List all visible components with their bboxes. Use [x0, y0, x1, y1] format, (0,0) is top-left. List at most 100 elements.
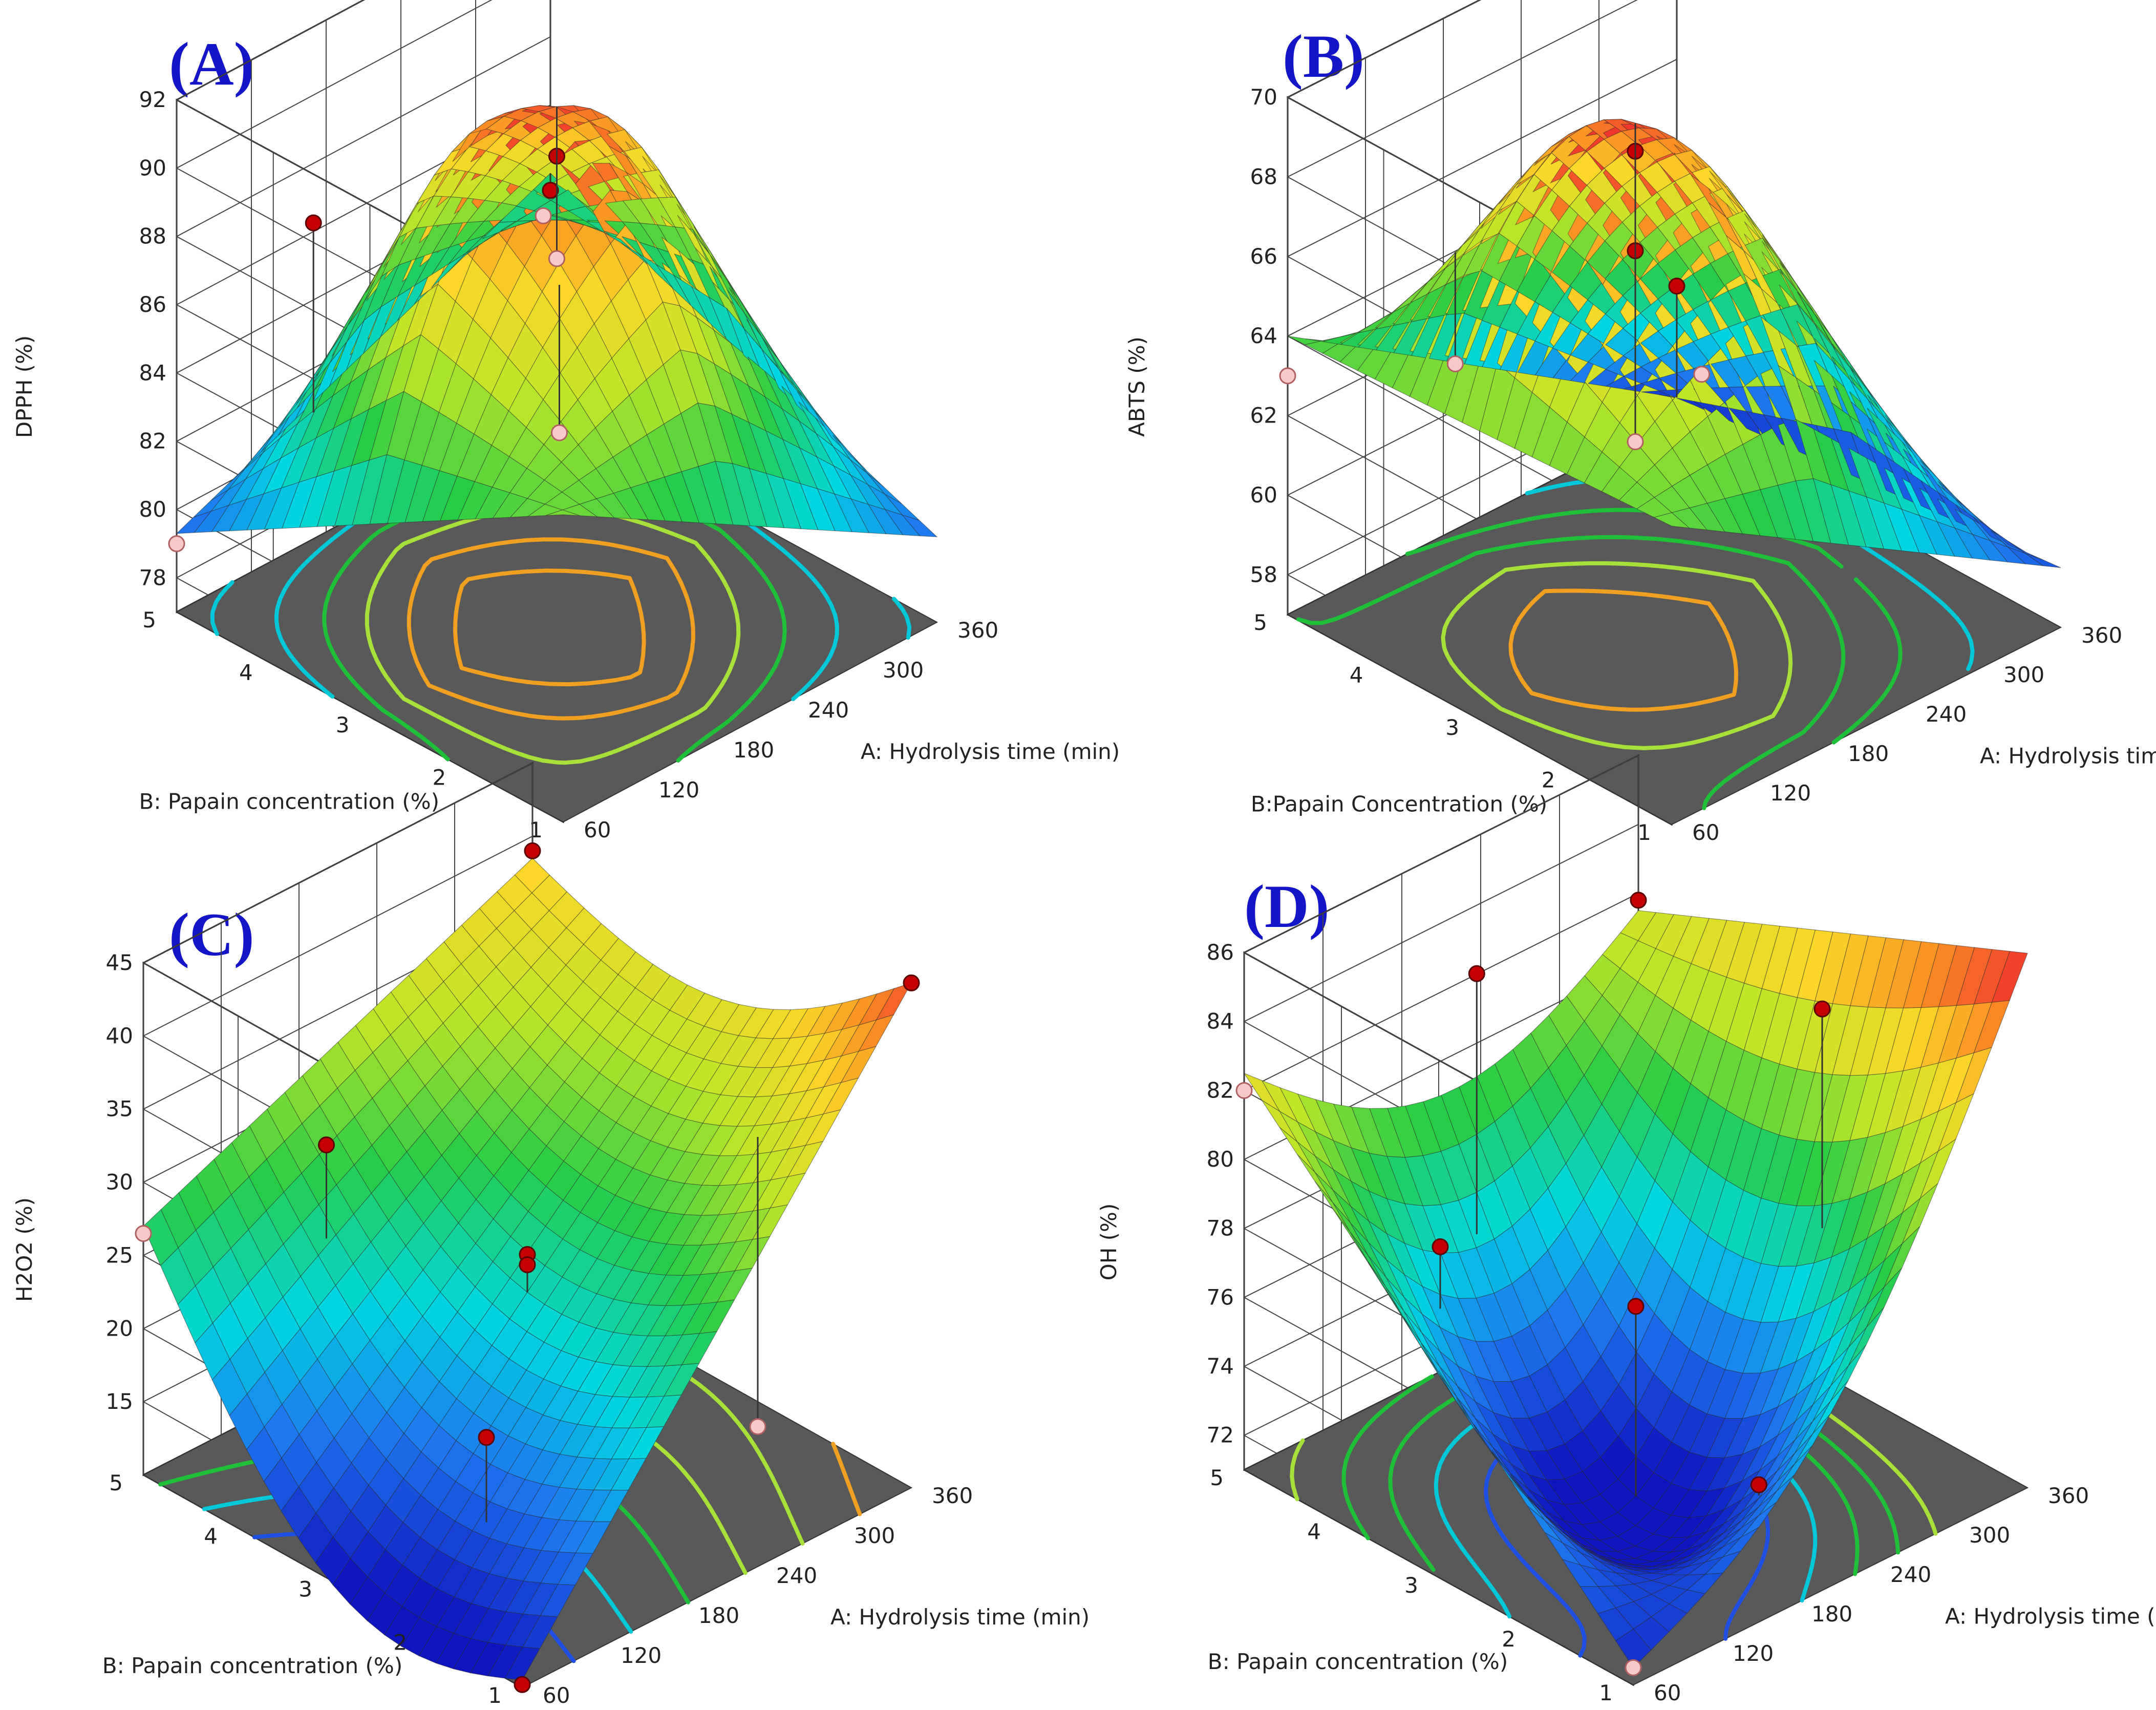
panel-label: (C) [169, 900, 254, 968]
design-point [524, 842, 541, 859]
x-tick-label: 300 [1969, 1523, 2010, 1548]
x-axis-title: A: Hydrolysis time (min) [1980, 744, 2156, 769]
design-point [1693, 366, 1711, 383]
z-tick-label: 86 [139, 292, 166, 317]
z-axis-title: ABTS (%) [1124, 336, 1149, 437]
design-points [1235, 892, 1831, 1676]
design-point [1627, 1298, 1645, 1315]
design-point [903, 974, 920, 991]
contour-line [322, 456, 787, 763]
x-tick-label: 240 [776, 1563, 817, 1588]
x-tick-label: 180 [1811, 1601, 1852, 1627]
y-tick-label: 1 [488, 1683, 502, 1708]
z-tick-label: 66 [1250, 244, 1277, 269]
design-point [1668, 278, 1685, 295]
design-points [135, 842, 920, 1693]
y-tick-label: 3 [1404, 1573, 1418, 1598]
x-tick-label: 60 [1654, 1680, 1681, 1705]
surface-cell [876, 982, 912, 1021]
y-tick-label: 2 [1502, 1627, 1515, 1652]
response-surface [176, 105, 938, 537]
contour-line [1441, 561, 1793, 750]
panel-label: (D) [1244, 872, 1330, 940]
z-tick-label: 72 [1207, 1423, 1234, 1448]
z-tick-label: 70 [1250, 85, 1277, 110]
z-axis-title: H2O2 (%) [12, 1197, 37, 1302]
design-point [305, 214, 322, 231]
y-axis-title: B: Papain concentration (%) [1208, 1649, 1508, 1674]
x-tick-label: 120 [1770, 780, 1811, 806]
x-tick-label: 360 [2048, 1483, 2089, 1508]
contour-lines [210, 456, 912, 765]
chart-panel-2: (B)601201802403003601234558606264666870A… [1124, 0, 2156, 845]
z-tick-label: 78 [1207, 1216, 1234, 1241]
design-point [1468, 965, 1485, 982]
design-point [749, 1418, 766, 1435]
z-tick-label: 60 [1250, 482, 1277, 508]
y-tick-label: 2 [1542, 768, 1555, 793]
y-tick-label: 5 [109, 1470, 123, 1495]
design-point [514, 1676, 531, 1693]
y-tick-label: 4 [1350, 663, 1363, 688]
x-tick-label: 120 [658, 777, 699, 803]
contour-line [407, 537, 695, 721]
axes: 60 120 180 240 300 360 1 2 3 4 5 72 74 76 78 80 82 84 86 A:… [1096, 940, 2156, 1705]
response-surface [143, 857, 912, 1681]
z-tick-label: 80 [1207, 1147, 1234, 1172]
design-point [1279, 367, 1296, 385]
design-point [542, 182, 559, 199]
x-tick-label: 180 [1848, 741, 1889, 766]
design-points [1279, 123, 1711, 451]
z-tick-label: 86 [1207, 940, 1234, 965]
y-tick-label: 4 [204, 1524, 218, 1549]
z-axis-title: OH (%) [1096, 1204, 1121, 1281]
x-tick-label: 240 [1926, 702, 1967, 727]
z-tick-label: 78 [139, 565, 166, 590]
x-tick-label: 240 [808, 698, 849, 723]
x-tick-label: 60 [584, 817, 611, 842]
design-point [478, 1429, 495, 1446]
surface-cell [2025, 553, 2061, 568]
z-tick-label: 82 [139, 429, 166, 454]
x-axis-title: A: Hydrolysis time (min) [830, 1605, 1090, 1630]
design-point [168, 535, 185, 553]
y-tick-label: 1 [1637, 820, 1651, 845]
x-tick-label: 60 [543, 1683, 570, 1708]
y-tick-label: 3 [336, 712, 350, 737]
chart-panel-1: (A) 60 120 180 240 300 360 1 2 3 4 5 78 80 82 84 86 88 90 9… [12, 0, 1120, 842]
contour-line [365, 505, 741, 765]
design-points [168, 107, 568, 553]
contour-line [210, 580, 912, 640]
x-tick-label: 60 [1692, 820, 1719, 845]
x-tick-label: 360 [957, 618, 998, 643]
z-tick-label: 45 [106, 950, 133, 975]
z-tick-label: 58 [1250, 562, 1277, 587]
z-tick-label: 84 [139, 360, 166, 385]
z-tick-label: 30 [106, 1170, 133, 1195]
y-tick-label: 4 [1307, 1519, 1321, 1544]
z-tick-label: 82 [1207, 1078, 1234, 1103]
x-axis-title: A: Hydrolysis time (min) [861, 739, 1120, 764]
x-tick-label: 180 [733, 737, 774, 763]
y-tick-label: 3 [1445, 715, 1459, 740]
response-surface [1243, 910, 2028, 1669]
z-tick-label: 88 [139, 224, 166, 249]
z-tick-label: 68 [1250, 164, 1277, 189]
chart-panel-4: (D) 60 120 180 240 300 360 1 2 3 4 5 72 74 76 78 80 82 84 8… [1096, 754, 2156, 1705]
z-tick-label: 74 [1207, 1354, 1234, 1379]
panel-label: (A) [169, 30, 254, 98]
x-tick-label: 240 [1890, 1562, 1931, 1587]
z-tick-label: 80 [139, 497, 166, 522]
design-point [1813, 1000, 1831, 1018]
x-tick-label: 300 [883, 658, 924, 683]
contour-line [1508, 588, 1738, 712]
design-point [548, 250, 565, 267]
x-tick-label: 300 [2003, 662, 2044, 687]
z-tick-label: 62 [1250, 403, 1277, 428]
y-tick-label: 5 [1253, 610, 1267, 635]
design-point [1432, 1238, 1449, 1255]
z-tick-label: 35 [106, 1096, 133, 1122]
x-tick-label: 360 [2081, 623, 2122, 648]
